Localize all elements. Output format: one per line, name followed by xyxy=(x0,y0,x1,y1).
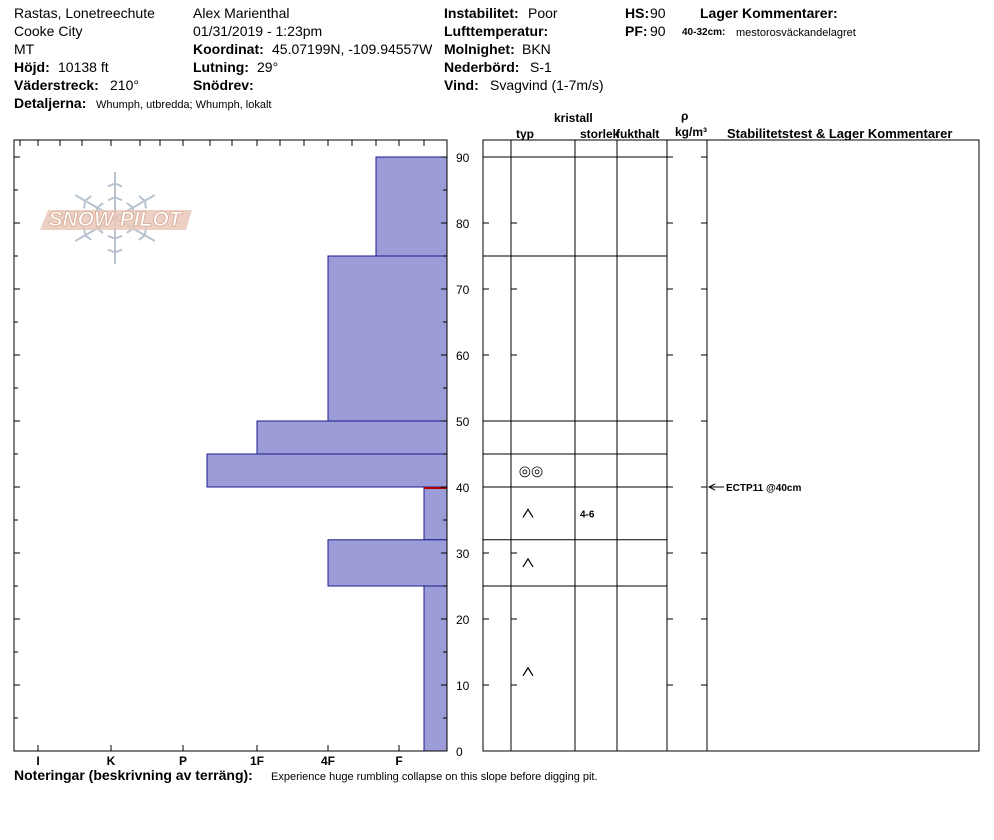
coord-value: 45.07199N, -109.94557W xyxy=(272,41,433,57)
crystal-type-symbol-3 xyxy=(522,666,534,677)
hardness-layer-1 xyxy=(327,255,448,422)
x-tick-label-4F: 4F xyxy=(321,754,335,768)
y-tick-label: 20 xyxy=(456,613,470,627)
y-tick-label: 70 xyxy=(456,283,470,297)
hardness-layer-3 xyxy=(206,453,448,488)
elevation-value: 10138 ft xyxy=(58,59,109,75)
instability-label: Instabilitet: xyxy=(444,5,519,21)
crystal-type-symbol-0: ◎◎ xyxy=(519,463,543,479)
stability-test-result-0: ECTP11 @40cm xyxy=(726,483,801,494)
hardness-layer-5 xyxy=(327,539,448,587)
header-stability: Stabilitetstest & Lager Kommentarer xyxy=(727,126,953,141)
layer-comment-depth: 40-32cm: xyxy=(682,27,726,38)
range: Cooke City xyxy=(14,23,83,39)
aspect-value: 210° xyxy=(110,77,139,93)
x-tick-label-K: K xyxy=(107,754,116,768)
instability-value: Poor xyxy=(528,5,558,21)
pf-value: 90 xyxy=(650,23,666,39)
hardness-layer-6 xyxy=(423,585,448,752)
observer: Alex Marienthal xyxy=(193,5,290,21)
header-rho: ρ xyxy=(681,109,689,123)
header-type: typ xyxy=(516,127,534,141)
logo-text: SNOW PILOT xyxy=(49,208,184,231)
wind-value: Svagvind (1-7m/s) xyxy=(490,77,604,93)
airtemp-label: Lufttemperatur: xyxy=(444,23,549,39)
header-crystal: kristall xyxy=(554,111,593,125)
hardness-layer-2 xyxy=(256,420,448,455)
crystal-type-symbol-1 xyxy=(522,508,534,518)
y-tick-label: 80 xyxy=(456,217,470,231)
precip-label: Nederbörd: xyxy=(444,59,520,75)
sky-value: BKN xyxy=(522,41,551,57)
y-tick-label: 40 xyxy=(456,481,470,495)
y-tick-label: 10 xyxy=(456,679,470,693)
sky-label: Molnighet: xyxy=(444,41,515,57)
hardness-layer-4 xyxy=(423,486,448,541)
layer-comment-text: mestorosväckandelagret xyxy=(736,27,856,39)
x-tick-label-1F: 1F xyxy=(250,754,264,768)
slope-value: 29° xyxy=(257,59,279,75)
location: Rastas, Lonetreechute xyxy=(14,5,155,21)
snowdrift-label: Snödrev: xyxy=(193,77,254,93)
wind-label: Vind: xyxy=(444,77,479,93)
slope-label: Lutning: xyxy=(193,59,249,75)
crystal-size-1: 4-6 xyxy=(580,509,595,520)
x-tick-label-I: I xyxy=(36,754,39,768)
precip-value: S-1 xyxy=(530,59,552,75)
state: MT xyxy=(14,41,35,57)
datetime: 01/31/2019 - 1:23pm xyxy=(193,23,323,39)
x-tick-label-P: P xyxy=(179,754,187,768)
logo-banner xyxy=(40,210,192,230)
crystal-type-symbol-2 xyxy=(522,557,534,568)
header-size: storlek xyxy=(580,127,620,141)
layer-table-frame xyxy=(482,139,980,752)
hardness-layer-0 xyxy=(375,156,448,257)
test-pointer-arrow xyxy=(707,483,716,491)
hardness-chart-frame xyxy=(13,139,448,752)
y-tick-label: 60 xyxy=(456,349,470,363)
y-tick-label: 50 xyxy=(456,415,470,429)
y-tick-label: 90 xyxy=(456,151,470,165)
x-tick-label-F: F xyxy=(395,754,402,768)
hs-value: 90 xyxy=(650,5,666,21)
coord-label: Koordinat: xyxy=(193,41,264,57)
notes-label: Noteringar (beskrivning av terräng): xyxy=(14,767,253,783)
snowpilot-logo: SNOW PILOT xyxy=(40,172,192,264)
elevation-label: Höjd: xyxy=(14,59,50,75)
details-label: Detaljerna: xyxy=(14,95,87,111)
aspect-label: Väderstreck: xyxy=(14,77,99,93)
layer-comments-label: Lager Kommentarer: xyxy=(700,5,838,21)
notes-text: Experience huge rumbling collapse on thi… xyxy=(271,771,598,783)
header-density-unit: kg/m³ xyxy=(675,125,708,139)
y-tick-label: 0 xyxy=(456,745,463,759)
details-value: Whumph, utbredda; Whumph, lokalt xyxy=(96,99,272,111)
hs-label: HS: xyxy=(625,5,650,21)
pf-label: PF: xyxy=(625,23,648,39)
header-moisture: fukthalt xyxy=(616,127,660,141)
y-tick-label: 30 xyxy=(456,547,470,561)
